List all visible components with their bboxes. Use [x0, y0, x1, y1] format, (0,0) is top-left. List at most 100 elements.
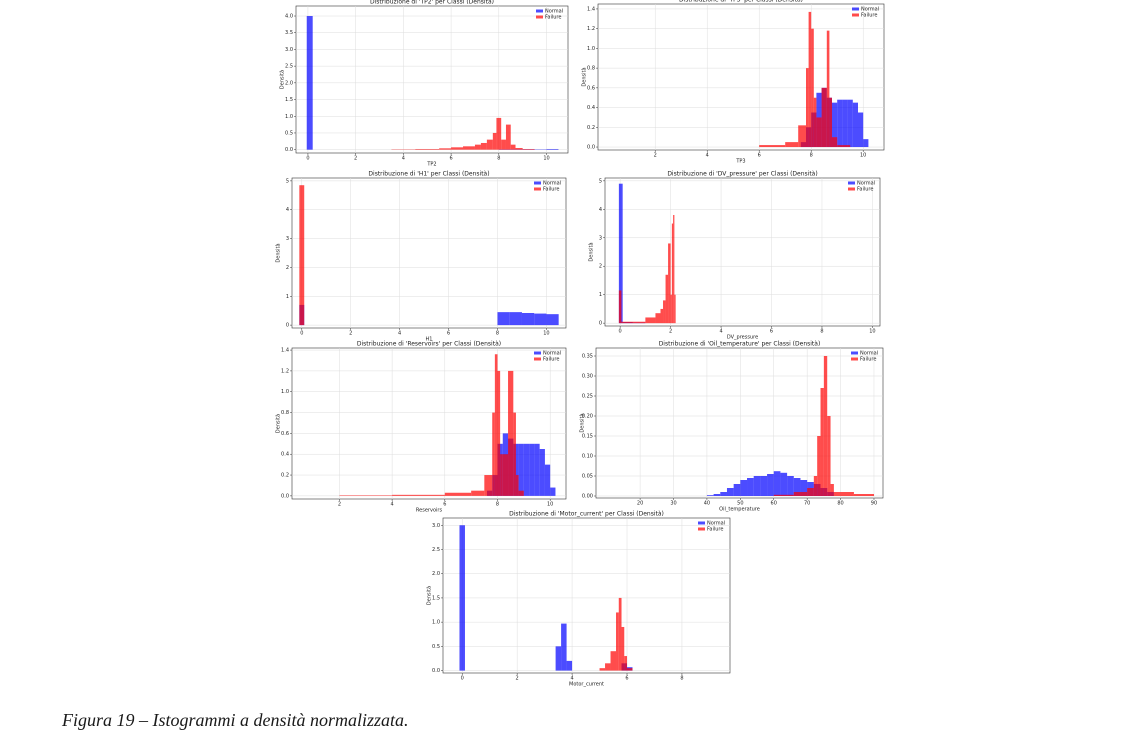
histogram-bar	[529, 443, 535, 496]
histogram-bar	[502, 454, 509, 496]
y-tick-label: 0.5	[285, 130, 293, 136]
histogram-bar	[837, 99, 843, 148]
histogram-bar	[392, 494, 445, 496]
x-tick-label: 6	[447, 331, 450, 337]
legend-label: Normal	[543, 181, 561, 187]
histogram-bar	[523, 443, 530, 496]
y-tick-label: 3	[599, 235, 602, 241]
legend-swatch	[536, 15, 543, 19]
histogram-bar	[833, 492, 841, 496]
histogram-bar	[546, 314, 559, 326]
histogram-bar	[759, 145, 786, 148]
x-tick-label: 2	[338, 502, 341, 508]
y-tick-label: 0.2	[281, 473, 289, 479]
histogram-bar	[496, 117, 502, 150]
histogram-bar	[508, 370, 514, 496]
x-tick-label: 2	[349, 331, 352, 337]
histogram-bar	[605, 663, 611, 671]
y-tick-label: 0.5	[432, 644, 440, 650]
histogram-bar	[492, 132, 497, 150]
legend-swatch	[534, 181, 541, 185]
x-tick-label: 8	[820, 329, 823, 335]
histogram-bar	[494, 354, 498, 496]
x-tick-label: 8	[496, 502, 499, 508]
histogram-bar	[811, 28, 814, 148]
histogram-bar	[817, 436, 821, 496]
legend-label: Failure	[543, 187, 559, 193]
histogram-bar	[813, 476, 818, 496]
histogram-bar	[546, 148, 559, 150]
histogram-bar	[787, 476, 794, 496]
y-tick-label: 2.5	[285, 64, 293, 70]
y-tick-label: 1.2	[587, 26, 595, 32]
histogram-bar	[618, 290, 622, 324]
y-tick-label: 0.15	[582, 434, 593, 440]
chart-title: Distribuzione di 'Oil_temperature' per C…	[659, 341, 821, 348]
y-tick-label: 1	[286, 294, 289, 300]
y-tick-label: 5	[286, 178, 289, 184]
y-tick-label: 0.6	[587, 85, 595, 91]
histogram-bar	[497, 370, 501, 496]
y-tick-label: 0.20	[582, 414, 593, 420]
histogram-bar	[550, 487, 556, 496]
histogram-bar	[439, 148, 452, 150]
histogram-bar	[621, 626, 625, 671]
histogram-bar	[471, 490, 485, 496]
plot-area	[295, 5, 569, 154]
x-tick-label: 8	[497, 156, 500, 162]
legend-label: Normal	[860, 351, 878, 357]
y-tick-label: 0.0	[432, 668, 440, 674]
histogram-bar	[760, 476, 768, 496]
legend-label: Normal	[861, 7, 879, 13]
histogram-bar	[518, 490, 524, 496]
legend-swatch	[852, 13, 859, 17]
legend-swatch	[851, 351, 858, 355]
y-tick-label: 1.0	[281, 389, 289, 395]
histogram-bar	[858, 112, 864, 148]
legend-swatch	[698, 521, 705, 525]
x-tick-label: 4	[719, 329, 722, 335]
histogram-bar	[645, 317, 656, 324]
histogram-bar	[706, 495, 714, 496]
y-tick-label: 0.0	[281, 493, 289, 499]
histogram-bar	[671, 223, 674, 324]
y-tick-label: 0.6	[281, 431, 289, 437]
histogram-bar	[800, 480, 808, 496]
legend-label: Failure	[545, 15, 561, 21]
y-tick-label: 1.0	[285, 114, 293, 120]
histogram-bar	[463, 146, 475, 150]
histogram-bar	[747, 478, 754, 496]
y-tick-label: 0.0	[587, 145, 595, 151]
histogram-bar	[663, 300, 666, 324]
x-tick-label: 80	[837, 501, 843, 507]
histogram-bar	[515, 475, 519, 496]
histogram-bar	[299, 185, 305, 326]
y-axis-label: Densità	[588, 242, 595, 261]
y-tick-label: 0	[286, 323, 289, 329]
histogram-bar	[780, 472, 788, 496]
x-tick-label: 4	[398, 331, 401, 337]
x-tick-label: 90	[871, 501, 877, 507]
y-tick-label: 2	[286, 265, 289, 271]
legend-swatch	[698, 527, 705, 531]
y-tick-label: 0.4	[587, 105, 595, 111]
histogram-bar	[785, 142, 799, 148]
y-tick-label: 1.5	[285, 97, 293, 103]
y-axis-label: Densità	[275, 414, 282, 433]
x-tick-label: 6	[758, 153, 761, 159]
y-tick-label: 0.2	[587, 125, 595, 131]
y-tick-label: 0.10	[582, 454, 593, 460]
histogram-bar	[820, 388, 824, 496]
y-tick-label: 0.4	[281, 452, 289, 458]
histogram-bar	[821, 87, 827, 148]
histogram-bar	[733, 484, 741, 496]
legend-label: Normal	[545, 9, 563, 15]
histogram-bar	[665, 274, 669, 324]
y-tick-label: 4.0	[285, 14, 293, 20]
x-tick-label: 60	[771, 501, 777, 507]
chart-title: Distribuzione di 'Reservoirs' per Classi…	[357, 341, 501, 348]
legend-swatch	[848, 187, 855, 191]
y-tick-label: 1.5	[432, 595, 440, 601]
histogram-bar	[807, 488, 814, 496]
histogram-bar	[740, 480, 748, 496]
